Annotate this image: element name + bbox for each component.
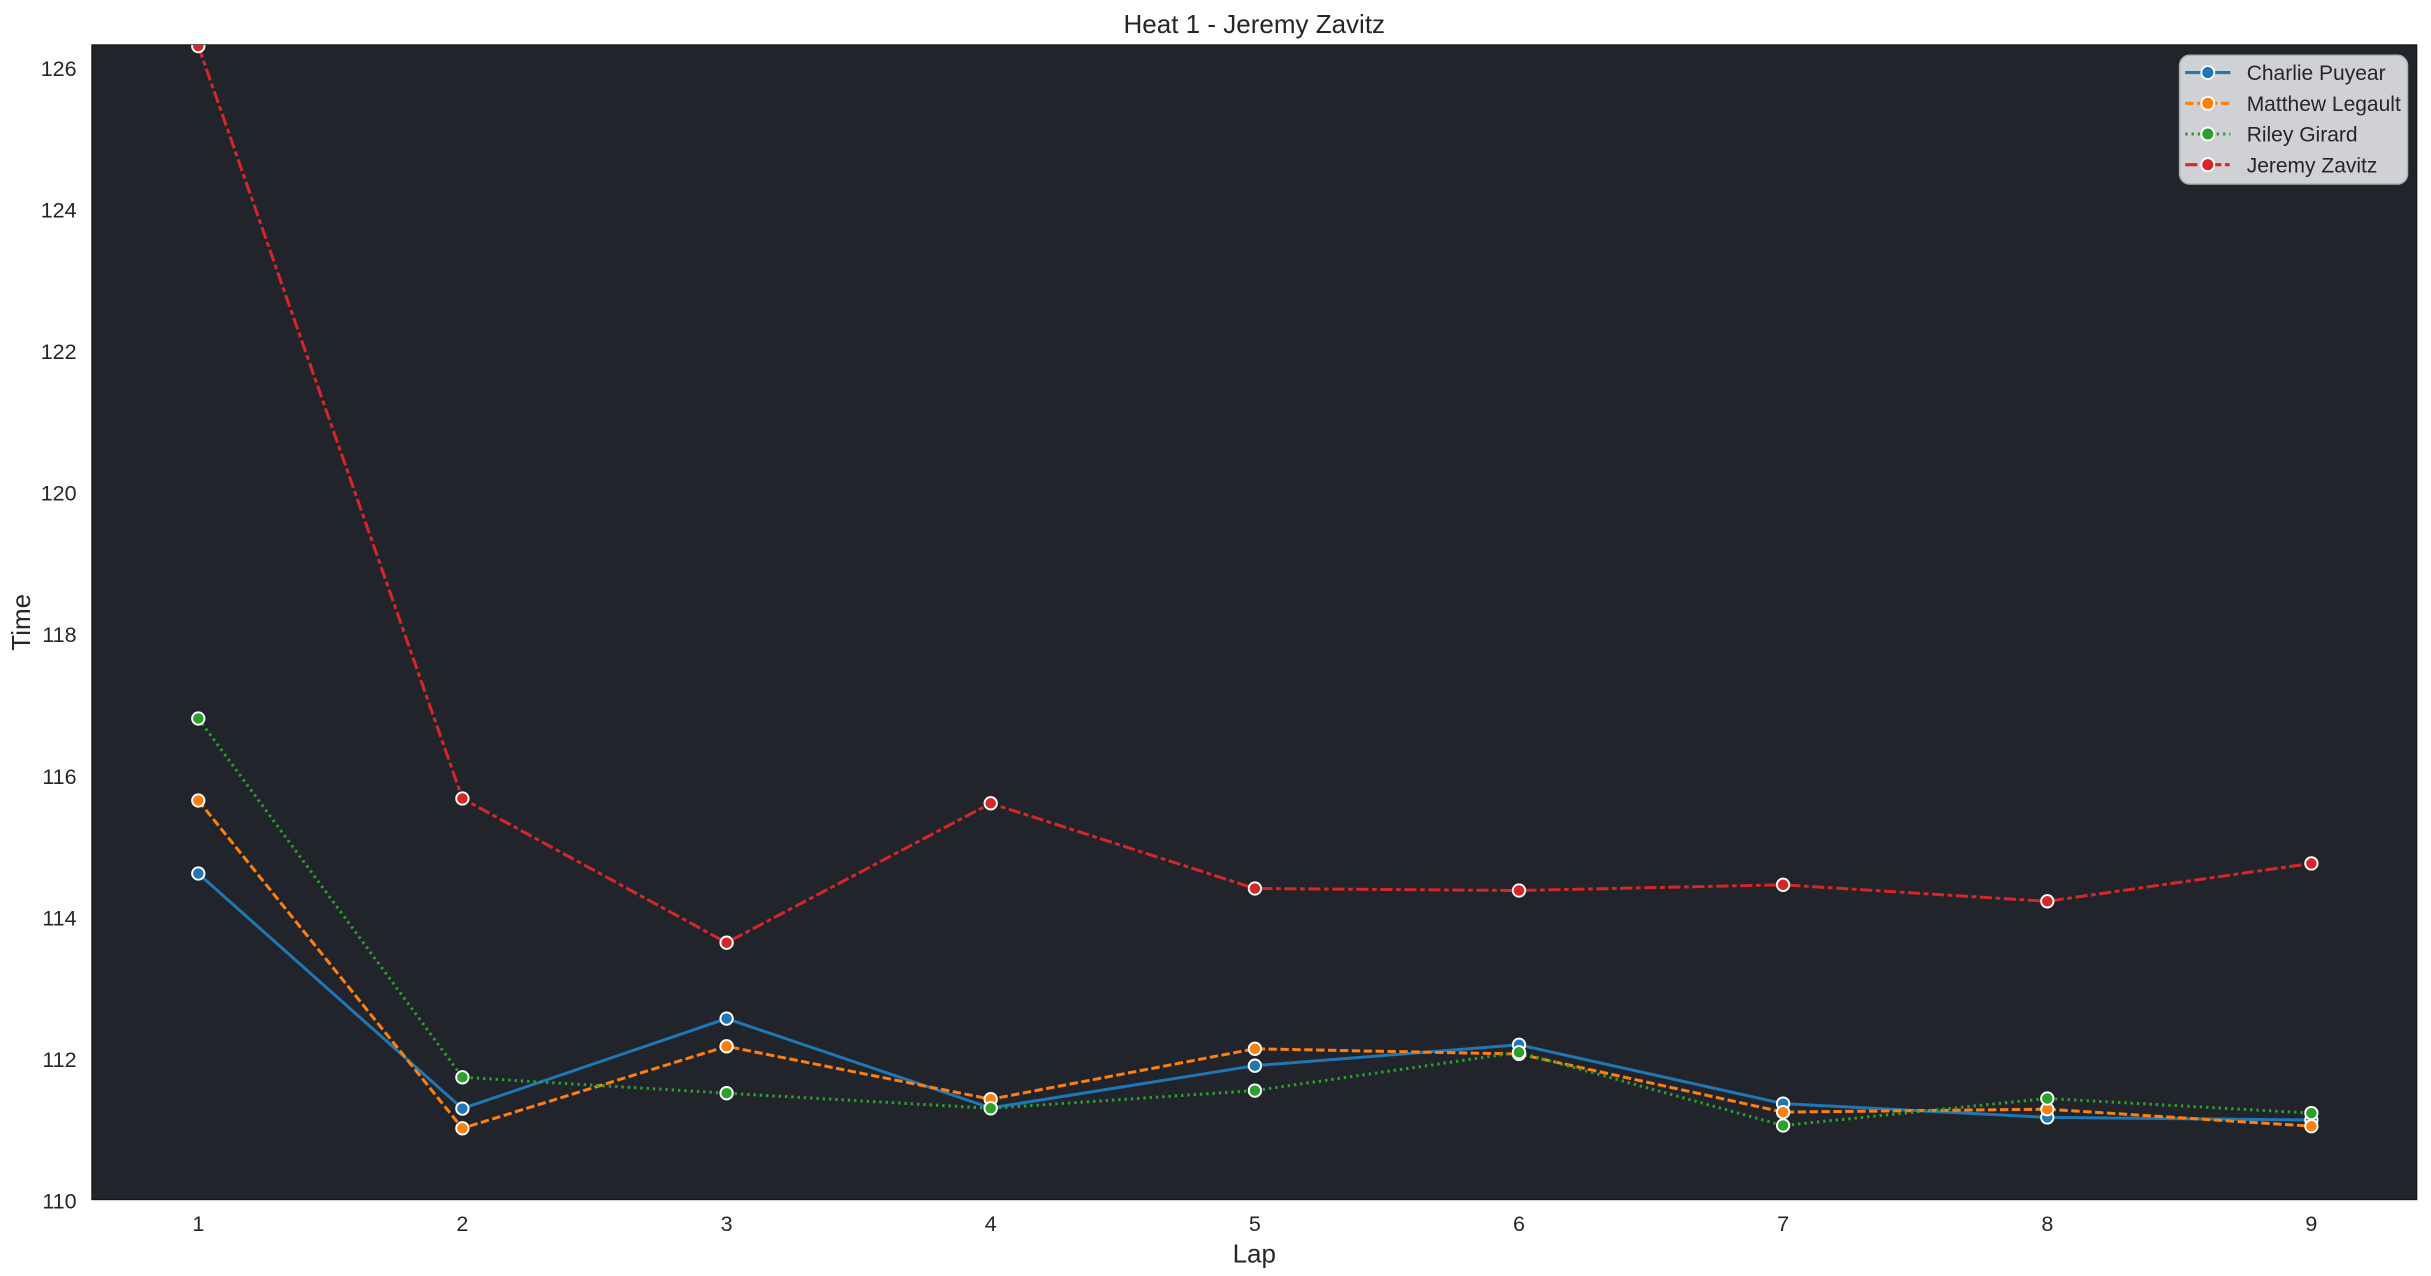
svg-text:Jeremy Zavitz: Jeremy Zavitz xyxy=(2247,154,2378,177)
svg-text:110: 110 xyxy=(42,1189,76,1213)
svg-text:Time: Time xyxy=(6,594,36,651)
svg-text:1: 1 xyxy=(192,1212,204,1236)
svg-text:8: 8 xyxy=(2041,1212,2053,1236)
svg-text:124: 124 xyxy=(41,199,77,223)
svg-text:3: 3 xyxy=(721,1212,733,1236)
svg-text:120: 120 xyxy=(41,482,77,506)
svg-text:118: 118 xyxy=(42,623,76,647)
svg-text:Lap: Lap xyxy=(1233,1238,1276,1268)
svg-text:Heat 1 - Jeremy Zavitz: Heat 1 - Jeremy Zavitz xyxy=(1124,9,1386,39)
svg-text:Charlie Puyear: Charlie Puyear xyxy=(2247,62,2386,85)
svg-text:122: 122 xyxy=(41,340,77,364)
svg-text:126: 126 xyxy=(41,57,77,81)
svg-text:9: 9 xyxy=(2305,1212,2317,1236)
svg-text:7: 7 xyxy=(1777,1212,1789,1236)
svg-text:5: 5 xyxy=(1249,1212,1261,1236)
svg-text:Riley Girard: Riley Girard xyxy=(2247,124,2358,147)
svg-text:2: 2 xyxy=(456,1212,468,1236)
svg-text:6: 6 xyxy=(1513,1212,1525,1236)
svg-text:Matthew Legault: Matthew Legault xyxy=(2247,93,2401,116)
svg-text:116: 116 xyxy=(42,765,76,789)
svg-text:114: 114 xyxy=(42,906,76,930)
svg-text:112: 112 xyxy=(42,1048,76,1072)
svg-text:4: 4 xyxy=(985,1212,997,1236)
